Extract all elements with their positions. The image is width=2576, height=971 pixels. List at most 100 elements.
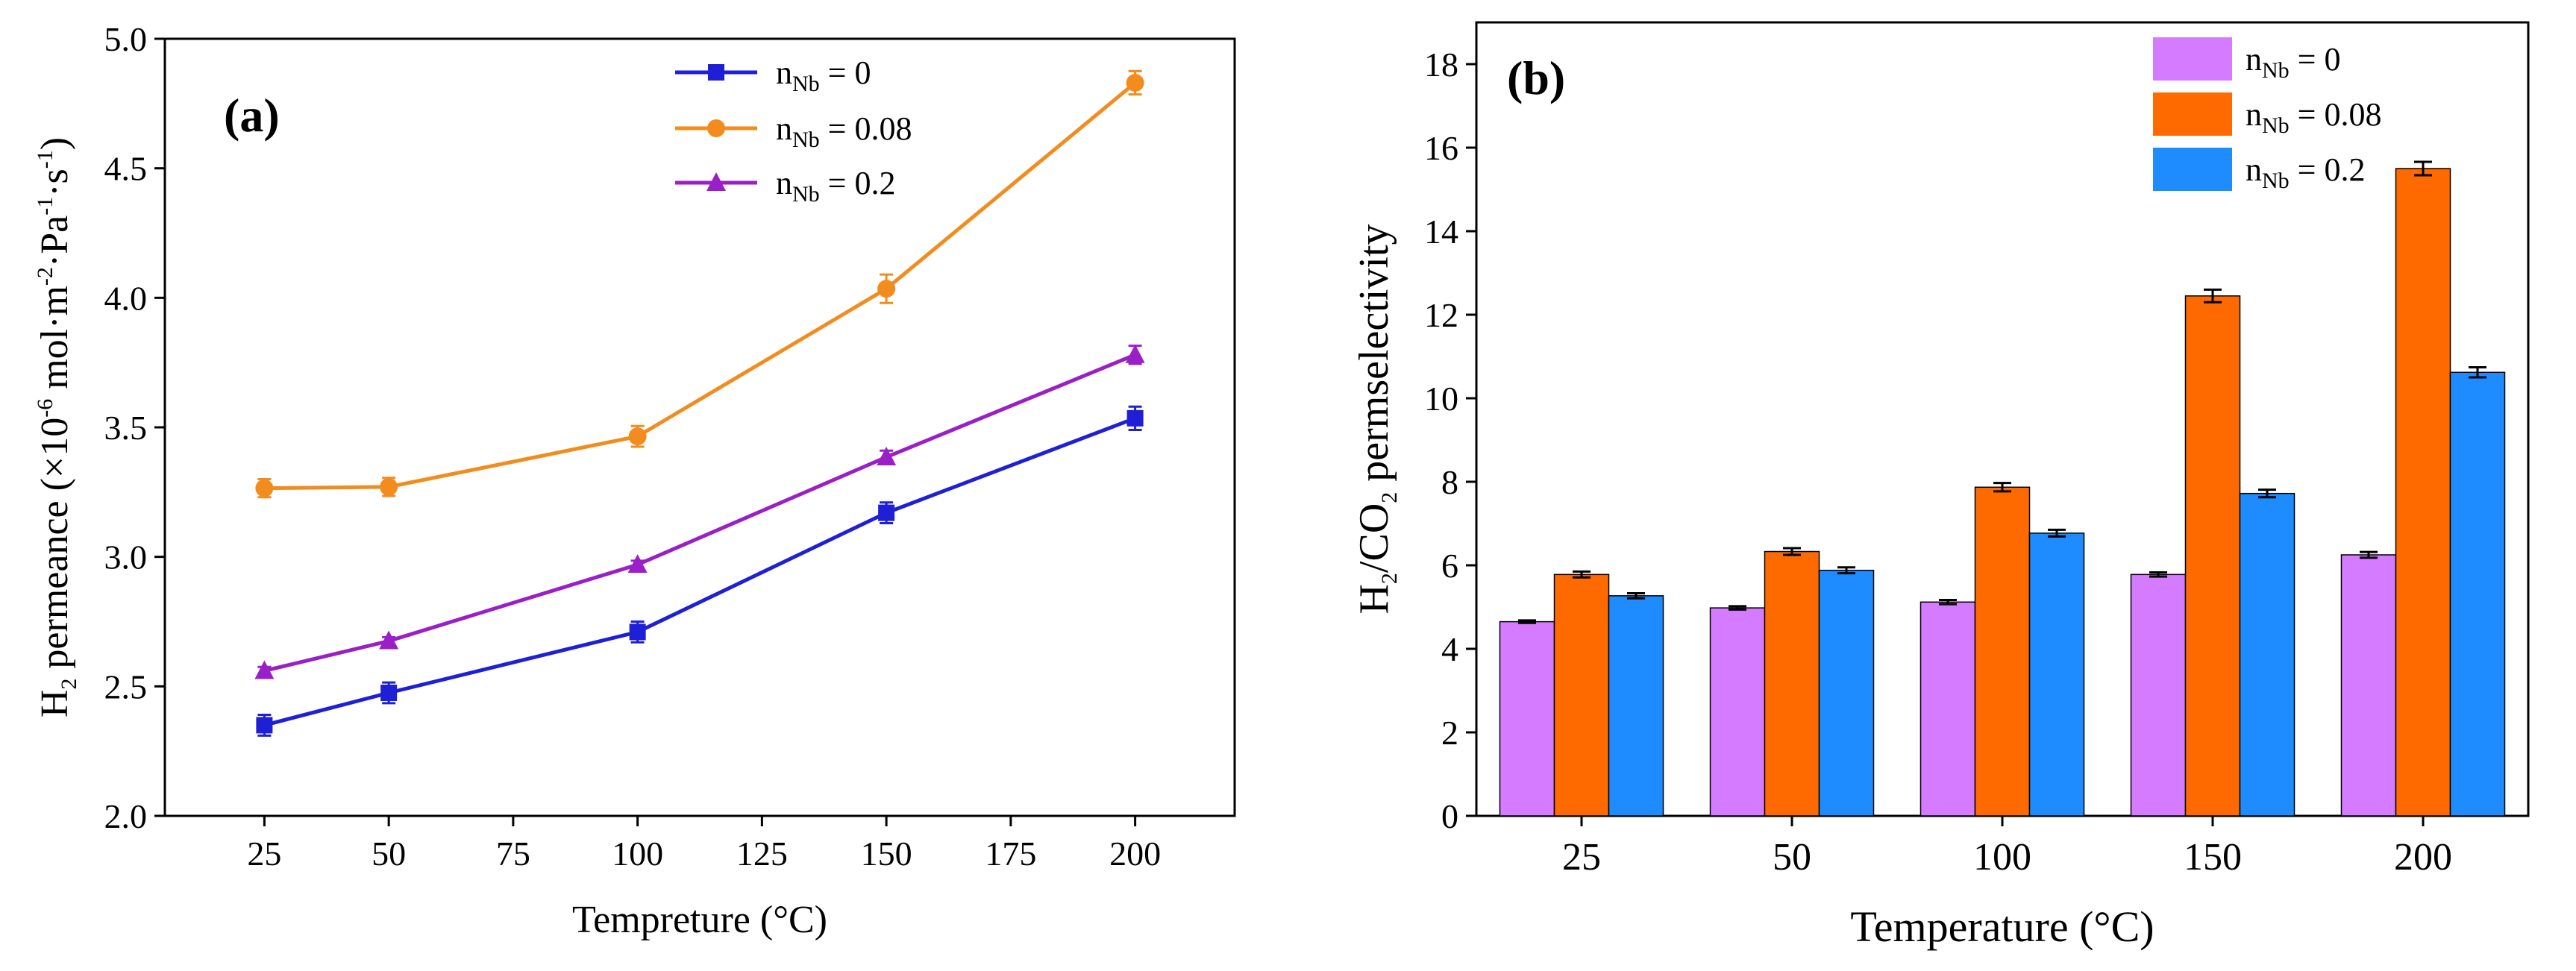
panel-a-series <box>254 69 1145 737</box>
panel-a-series-nnb-0-08-line <box>264 81 1137 491</box>
panel-a-point <box>255 479 274 497</box>
legend-a-marker-nnb-0 <box>708 64 724 81</box>
panel-a-series-nnb-0-line <box>263 416 1136 727</box>
legend-a-item-nnb-0-2: nNb = 0.2 <box>675 165 896 207</box>
panel-a-x-tick-label: 100 <box>612 835 663 873</box>
panel-a-plot-frame <box>163 37 1236 817</box>
panel-a-point <box>1125 344 1145 363</box>
panel-a-x-tick-label: 125 <box>736 835 788 873</box>
panel-a-y-tick-label: 2.0 <box>104 797 148 835</box>
panel-b-bar-nnb-0 <box>1920 601 1976 817</box>
panel-a-y-tick-label: 4.5 <box>104 150 148 188</box>
panel-b-x-tick-label: 50 <box>1773 836 1811 879</box>
panel-a-point <box>1126 409 1144 427</box>
panel-a-series-nnb-0-2-line <box>263 353 1136 673</box>
panel-b-y-tick-label: 12 <box>1424 296 1458 334</box>
legend-a-marker-nnb-0-2 <box>706 172 726 191</box>
panel-b-bar-nnb-0-2 <box>2028 532 2085 817</box>
panel-b-y-axis-title: H2/CO2 permselectivity <box>1351 224 1402 614</box>
panel-a-x-tick-label: 150 <box>861 835 912 873</box>
panel-b-bar-nnb-0-08 <box>1764 550 1820 817</box>
panel-a-x-tick-label: 25 <box>247 835 281 873</box>
panel-b-bar-nnb-0-08 <box>2184 295 2241 817</box>
panel-a-point <box>877 446 897 465</box>
panel-a-point <box>380 685 398 702</box>
panel-b-label: (b) <box>1507 51 1565 104</box>
panel-b-y-tick-label: 16 <box>1424 129 1458 167</box>
panel-b-x-tick-label: 150 <box>2184 836 2242 879</box>
panel-b-bar-nnb-0 <box>2130 574 2187 817</box>
panel-b-bar-nnb-0-2 <box>2239 492 2295 817</box>
panel-b-legend: nNb = 0 nNb = 0.08 nNb = 0.2 <box>2153 37 2382 193</box>
panel-b-y-tick-label: 4 <box>1441 630 1458 668</box>
panel-b-bars <box>1499 160 2506 817</box>
panel-b-x-tick-label: 25 <box>1562 836 1601 879</box>
legend-b-item-nnb-0-2: nNb = 0.2 <box>2153 148 2366 193</box>
panel-b-bar-nnb-0-2 <box>1818 569 1875 817</box>
legend-b-label-nnb-0-2: nNb = 0.2 <box>2246 151 2366 193</box>
panel-a-x-tick-label: 175 <box>985 835 1036 873</box>
panel-a-y-tick-label: 3.5 <box>104 409 148 447</box>
panel-b-y-tick-label: 8 <box>1441 463 1458 501</box>
panel-a-legend: nNb = 0 nNb = 0.08 nNb = 0.2 <box>675 54 912 207</box>
legend-a-item-nnb-0-08: nNb = 0.08 <box>675 110 912 152</box>
panel-a-line-chart: 2.0 2.5 3.0 3.5 4.0 4.5 5.0 25 50 75 100 125 150 175… <box>33 20 1236 941</box>
panel-b-x-ticks: 25 50 100 150 200 <box>1562 816 2452 879</box>
panel-a-y-tick-label: 2.5 <box>104 667 148 706</box>
panel-a-point <box>380 477 398 496</box>
panel-a-y-axis-title: H2 permeance (×10-6 mol·m-2·Pa-1·s-1) <box>33 137 81 717</box>
panel-b-x-tick-label: 200 <box>2394 836 2452 879</box>
panel-a-y-tick-label: 5.0 <box>104 20 148 58</box>
panel-b-y-ticks: 0 2 4 6 8 10 12 14 16 18 <box>1424 45 1476 835</box>
panel-a-point <box>256 717 273 734</box>
panel-a-x-axis-title: Tempreture (°C) <box>572 899 827 941</box>
panel-a-y-ticks: 2.0 2.5 3.0 3.5 4.0 4.5 5.0 <box>104 20 165 835</box>
panel-a-point <box>878 504 895 521</box>
panel-b-bar-nnb-0-2 <box>1608 595 1664 817</box>
legend-a-marker-nnb-0-08 <box>707 119 725 137</box>
panel-b-bar-nnb-0-08 <box>1553 574 1610 817</box>
panel-a-point <box>254 660 275 679</box>
panel-b-bar-nnb-0 <box>1499 620 1555 817</box>
panel-b-y-tick-label: 0 <box>1441 797 1458 835</box>
panel-a-x-tick-label: 200 <box>1109 835 1161 873</box>
panel-b-y-tick-label: 2 <box>1441 714 1458 752</box>
legend-b-label-nnb-0: nNb = 0 <box>2246 41 2341 83</box>
panel-a-point <box>629 623 646 641</box>
panel-b-bar-chart: 0 2 4 6 8 10 12 14 16 18 25 50 100 150 200 (b) nNb = … <box>1351 21 2530 951</box>
panel-b-x-tick-label: 100 <box>1973 836 2031 879</box>
panel-a-y-tick-label: 3.0 <box>104 538 148 576</box>
panel-b-bar-nnb-0 <box>2340 554 2397 817</box>
panel-a-series-nnb-0 <box>256 405 1144 737</box>
panel-b-y-tick-label: 14 <box>1424 213 1458 251</box>
panel-a-series-nnb-0-2 <box>254 344 1145 679</box>
panel-a-point <box>877 280 896 298</box>
panel-a-y-tick-label: 4.0 <box>104 279 148 317</box>
panel-a-point <box>627 554 648 574</box>
panel-b-bar-nnb-0-08 <box>1974 486 2031 817</box>
panel-a-x-ticks: 25 50 75 100 125 150 175 200 <box>247 816 1161 873</box>
legend-b-label-nnb-0-08: nNb = 0.08 <box>2246 96 2382 138</box>
panel-a-x-tick-label: 75 <box>496 835 530 873</box>
panel-a-point <box>1126 74 1144 92</box>
panel-a-x-tick-label: 50 <box>372 835 406 873</box>
panel-b-bar-nnb-0-08 <box>2395 168 2451 817</box>
panel-a-label: (a) <box>224 89 280 142</box>
panel-b-y-tick-label: 6 <box>1441 547 1458 585</box>
panel-a-point <box>379 630 399 650</box>
legend-a-label-nnb-0: nNb = 0 <box>776 54 871 96</box>
panel-b-bar-nnb-0-2 <box>2449 371 2506 817</box>
panel-b-y-tick-label: 18 <box>1424 45 1458 84</box>
panel-b-x-axis-title: Temperature (°C) <box>1850 902 2154 951</box>
legend-a-item-nnb-0: nNb = 0 <box>675 54 871 96</box>
legend-b-swatch-nnb-0-2 <box>2153 148 2232 191</box>
legend-a-label-nnb-0-08: nNb = 0.08 <box>776 110 912 152</box>
legend-b-swatch-nnb-0-08 <box>2153 92 2232 136</box>
panel-a-series-nnb-0-08 <box>255 69 1144 499</box>
legend-b-item-nnb-0: nNb = 0 <box>2153 37 2341 83</box>
panel-b-y-tick-label: 10 <box>1424 380 1458 418</box>
legend-a-label-nnb-0-2: nNb = 0.2 <box>776 165 896 207</box>
panel-b-bar-nnb-0 <box>1709 607 1766 817</box>
legend-b-item-nnb-0-08: nNb = 0.08 <box>2153 92 2382 138</box>
